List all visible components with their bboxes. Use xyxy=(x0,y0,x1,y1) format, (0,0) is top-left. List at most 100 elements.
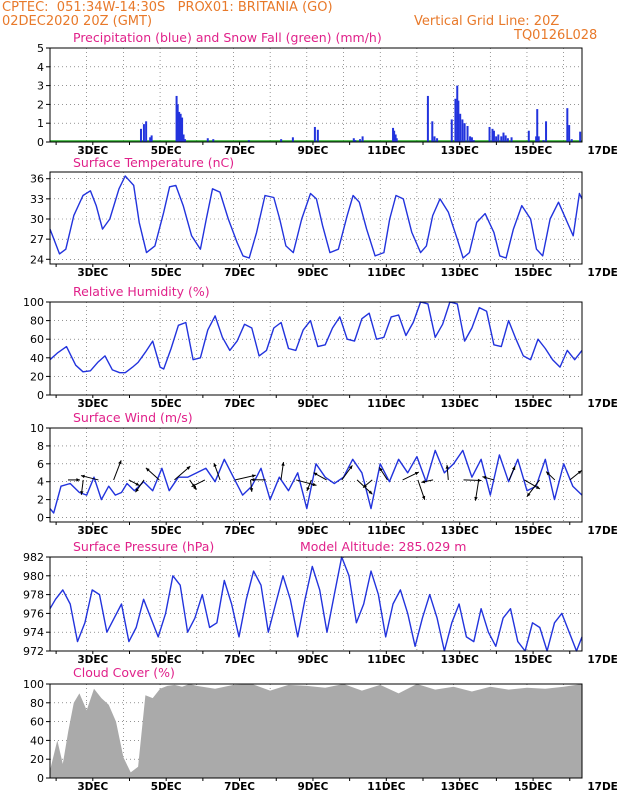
precip-bar xyxy=(570,139,573,142)
date-label: 7DEC xyxy=(224,145,255,157)
date-label: 5DEC xyxy=(151,145,182,157)
precip-bar xyxy=(179,113,182,142)
wind-vector-head xyxy=(512,466,516,471)
y-tick-label: 1 xyxy=(37,117,44,130)
wind-vector-head xyxy=(135,482,140,486)
date-label: 9DEC xyxy=(297,145,328,157)
date-label: 9DEC xyxy=(297,654,328,666)
date-label: 11DEC xyxy=(367,781,406,793)
y-tick-label: 0 xyxy=(37,512,44,525)
wind-frame xyxy=(49,427,583,523)
date-label: 7DEC xyxy=(224,525,255,537)
date-label: 3DEC xyxy=(77,398,108,410)
precip-panel: Precipitation (blue) and Snow Fall (gree… xyxy=(37,30,618,157)
wind-vector-head xyxy=(368,490,373,495)
wind-vector-head xyxy=(445,464,450,469)
precip-bar xyxy=(463,123,466,142)
precip-bar xyxy=(545,121,548,142)
y-tick-label: 10 xyxy=(30,422,44,435)
precip-bar xyxy=(450,119,453,142)
wind-vector-head xyxy=(118,460,122,465)
wind-vector-head xyxy=(191,483,196,487)
pres-frame xyxy=(49,556,583,652)
wind-vector-head xyxy=(363,483,367,488)
date-label: 15DEC xyxy=(514,654,553,666)
wind-vector-head xyxy=(482,475,487,480)
date-label: 5DEC xyxy=(151,781,182,793)
precip-bar xyxy=(176,104,179,142)
precip-bar xyxy=(537,136,540,142)
precip-bar xyxy=(504,135,507,142)
precip-bar xyxy=(566,108,569,142)
wind-vector-head xyxy=(250,477,255,482)
y-tick-label: 30 xyxy=(30,213,44,226)
precip-bar xyxy=(579,131,582,142)
y-tick-label: 0 xyxy=(37,136,44,149)
precip-bar xyxy=(469,136,472,142)
y-tick-label: 8 xyxy=(37,440,44,453)
precip-bar xyxy=(461,119,464,142)
wind-vector-head xyxy=(312,482,317,487)
date-label: 5DEC xyxy=(151,398,182,410)
date-label: 13DEC xyxy=(441,781,480,793)
precip-bar xyxy=(527,130,530,142)
y-tick-label: 40 xyxy=(30,352,44,365)
date-label: 15DEC xyxy=(514,267,553,279)
precip-bar xyxy=(247,140,250,142)
y-tick-label: 978 xyxy=(23,589,44,602)
precip-bar xyxy=(488,126,491,142)
y-tick-label: 20 xyxy=(30,753,44,766)
y-tick-label: 974 xyxy=(23,626,44,639)
wind-vector-head xyxy=(145,467,150,472)
y-tick-label: 5 xyxy=(37,42,44,55)
y-tick-label: 2 xyxy=(37,98,44,111)
date-label: 15DEC xyxy=(514,525,553,537)
date-label: 7DEC xyxy=(224,781,255,793)
precip-frame xyxy=(49,47,583,143)
y-tick-label: 60 xyxy=(30,333,44,346)
wind-vector-head xyxy=(80,474,85,479)
precip-bar xyxy=(175,95,178,142)
temp-title: Surface Temperature (nC) xyxy=(73,155,234,170)
wind-vector-head xyxy=(535,485,540,489)
precip-bar xyxy=(291,137,294,142)
date-label: 3DEC xyxy=(77,145,108,157)
y-tick-label: 40 xyxy=(30,734,44,747)
y-tick-label: 982 xyxy=(23,551,44,564)
precip-bar xyxy=(181,117,184,142)
y-tick-label: 60 xyxy=(30,716,44,729)
y-tick-label: 3 xyxy=(37,80,44,93)
precip-bar xyxy=(454,98,457,142)
wind-title: Surface Wind (m/s) xyxy=(73,410,193,425)
pres-panel: Surface Pressure (hPa) Model Altitude: 28… xyxy=(23,539,618,666)
precip-bar xyxy=(433,136,436,142)
header-line1: CPTEC: 051:34W-14:30S PROX01: BRITANIA (… xyxy=(2,0,333,15)
precip-bar xyxy=(542,140,545,142)
y-tick-label: 20 xyxy=(30,370,44,383)
wind-vector-head xyxy=(474,496,478,501)
precip-bar xyxy=(497,134,500,142)
date-label: 13DEC xyxy=(441,525,480,537)
precip-bar xyxy=(436,138,439,142)
precip-bar xyxy=(182,134,185,142)
precip-bar xyxy=(280,139,283,142)
precip-bar xyxy=(392,127,395,142)
wind-vector-head xyxy=(577,470,582,475)
date-label: 7DEC xyxy=(224,267,255,279)
precip-bar xyxy=(394,134,397,142)
date-label: 13DEC xyxy=(441,654,480,666)
precip-bar xyxy=(206,138,209,142)
rh-frame xyxy=(49,301,583,396)
wind-panel: Surface Wind (m/s) 0 2 4 6 8 10 3DEC 5DEC 7DEC 9DE… xyxy=(30,410,618,537)
date-label: 15DEC xyxy=(514,398,553,410)
pres-title: Surface Pressure (hPa) xyxy=(73,539,214,554)
date-label: 3DEC xyxy=(77,267,108,279)
y-tick-label: 33 xyxy=(30,193,44,206)
date-label: 7DEC xyxy=(224,654,255,666)
wind-vector-head xyxy=(213,463,217,467)
